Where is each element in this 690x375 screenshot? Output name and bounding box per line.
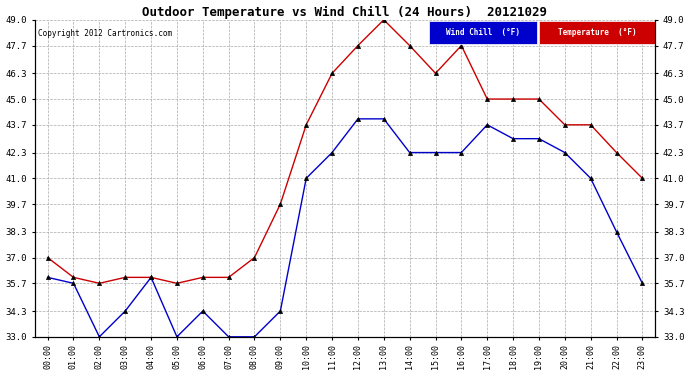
Bar xyxy=(539,21,656,44)
Bar xyxy=(428,21,538,44)
Text: Temperature  (°F): Temperature (°F) xyxy=(558,28,636,37)
Text: Wind Chill  (°F): Wind Chill (°F) xyxy=(446,28,520,37)
Title: Outdoor Temperature vs Wind Chill (24 Hours)  20121029: Outdoor Temperature vs Wind Chill (24 Ho… xyxy=(143,6,547,19)
Text: Copyright 2012 Cartronics.com: Copyright 2012 Cartronics.com xyxy=(38,29,172,38)
